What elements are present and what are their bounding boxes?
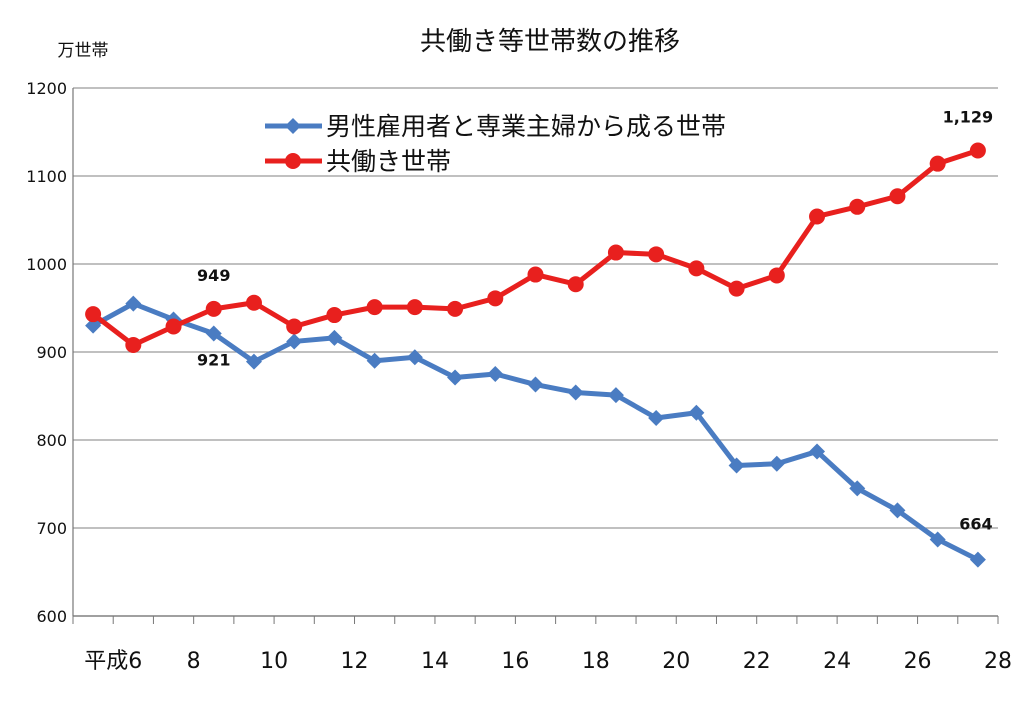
- series-1-point-19: [849, 198, 866, 215]
- series-layer: [85, 142, 986, 568]
- series-1-point-9: [447, 300, 464, 317]
- series-1-point-2: [165, 318, 182, 335]
- series-1-point-20: [889, 188, 906, 205]
- data-label-3: 664: [959, 515, 992, 534]
- legend-marker-1: [285, 153, 301, 169]
- series-0-point-6: [326, 329, 343, 346]
- series-0-point-4: [245, 353, 262, 370]
- series-1-point-10: [487, 290, 504, 307]
- x-tick-label-3: 12: [341, 649, 369, 674]
- series-0-point-17: [768, 455, 785, 472]
- series-line-1: [91, 148, 979, 348]
- x-tick-label-8: 22: [743, 649, 771, 674]
- series-0-point-22: [969, 551, 986, 568]
- series-line-0: [91, 301, 980, 562]
- series-1-point-21: [929, 155, 946, 172]
- series-1-point-8: [406, 299, 423, 316]
- y-tick-label-0: 600: [36, 607, 67, 626]
- series-0-point-8: [406, 349, 423, 366]
- series-0-point-19: [849, 480, 866, 497]
- legend: 男性雇用者と専業主婦から成る世帯 共働き世帯: [265, 112, 726, 176]
- series-0-point-16: [728, 457, 745, 474]
- series-1-point-14: [648, 246, 665, 263]
- series-0-point-9: [447, 369, 464, 386]
- series-1-point-12: [567, 276, 584, 293]
- axes: [72, 88, 999, 624]
- x-tick-label-7: 20: [662, 649, 690, 674]
- series-0-point-18: [809, 443, 826, 460]
- series-0-point-13: [607, 387, 624, 404]
- grid: [73, 87, 998, 617]
- series-0-point-0: [85, 317, 102, 334]
- data-label-1: 921: [197, 351, 230, 370]
- series-1-point-6: [326, 307, 343, 324]
- legend-marker-0: [285, 118, 301, 134]
- legend-label-1: 共働き世帯: [326, 147, 451, 176]
- series-1-point-11: [527, 266, 544, 283]
- series-0-point-5: [286, 333, 303, 350]
- series-0-point-21: [929, 531, 946, 548]
- x-tick-label-6: 18: [582, 649, 610, 674]
- series-0-point-14: [648, 410, 665, 426]
- series-0-point-1: [125, 295, 142, 312]
- series-0-point-12: [567, 384, 584, 401]
- unit-label: 万世帯: [58, 41, 109, 61]
- y-tick-label-3: 900: [36, 343, 67, 362]
- series-1-point-13: [607, 244, 624, 261]
- data-label-0: 949: [197, 266, 230, 285]
- y-tick-label-2: 800: [36, 431, 67, 450]
- series-0-point-7: [366, 352, 383, 369]
- series-1-point-16: [728, 280, 745, 297]
- series-0-point-11: [527, 376, 544, 393]
- y-tick-label-1: 700: [36, 519, 67, 538]
- data-label-2: 1,129: [943, 107, 994, 126]
- y-tick-label-5: 1100: [26, 167, 67, 186]
- y-tick-label-6: 1200: [26, 79, 67, 98]
- y-tick-label-4: 1000: [26, 255, 67, 274]
- series-1-point-17: [768, 267, 785, 284]
- series-1-point-15: [688, 260, 705, 277]
- x-tick-label-10: 26: [904, 649, 932, 674]
- series-1-point-0: [85, 306, 102, 323]
- x-tick-label-2: 10: [260, 649, 288, 674]
- chart-title: 共働き等世帯数の推移: [420, 27, 680, 57]
- series-1-point-4: [245, 294, 262, 311]
- x-tick-label-0: 平成6: [84, 649, 142, 674]
- series-0-point-10: [487, 366, 504, 382]
- legend-label-0: 男性雇用者と専業主婦から成る世帯: [326, 112, 726, 141]
- x-tick-label-9: 24: [823, 649, 851, 674]
- series-1-point-5: [286, 318, 303, 335]
- series-0-point-20: [889, 502, 906, 519]
- series-1-point-7: [366, 299, 383, 316]
- data-labels: 949 921 1,129 664: [197, 107, 993, 533]
- x-tick-label-4: 14: [421, 649, 449, 674]
- series-0-point-15: [688, 404, 705, 421]
- series-1-point-22: [969, 142, 986, 159]
- x-axis: 平成6 8 10 12 14 16 18 20 22 24 26 28: [84, 649, 1012, 674]
- series-1-point-1: [125, 336, 142, 353]
- y-axis: 600 700 800 900 1000 1100 1200: [26, 79, 67, 626]
- series-1-point-18: [809, 208, 826, 225]
- x-tick-label-1: 8: [187, 649, 201, 674]
- series-0-point-3: [205, 325, 222, 342]
- x-tick-label-11: 28: [984, 649, 1012, 674]
- series-1-point-3: [205, 300, 222, 317]
- x-tick-label-5: 16: [501, 649, 529, 674]
